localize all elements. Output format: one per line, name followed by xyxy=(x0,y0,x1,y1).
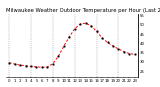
Text: Milwaukee Weather Outdoor Temperature per Hour (Last 24 Hours): Milwaukee Weather Outdoor Temperature pe… xyxy=(6,8,160,13)
